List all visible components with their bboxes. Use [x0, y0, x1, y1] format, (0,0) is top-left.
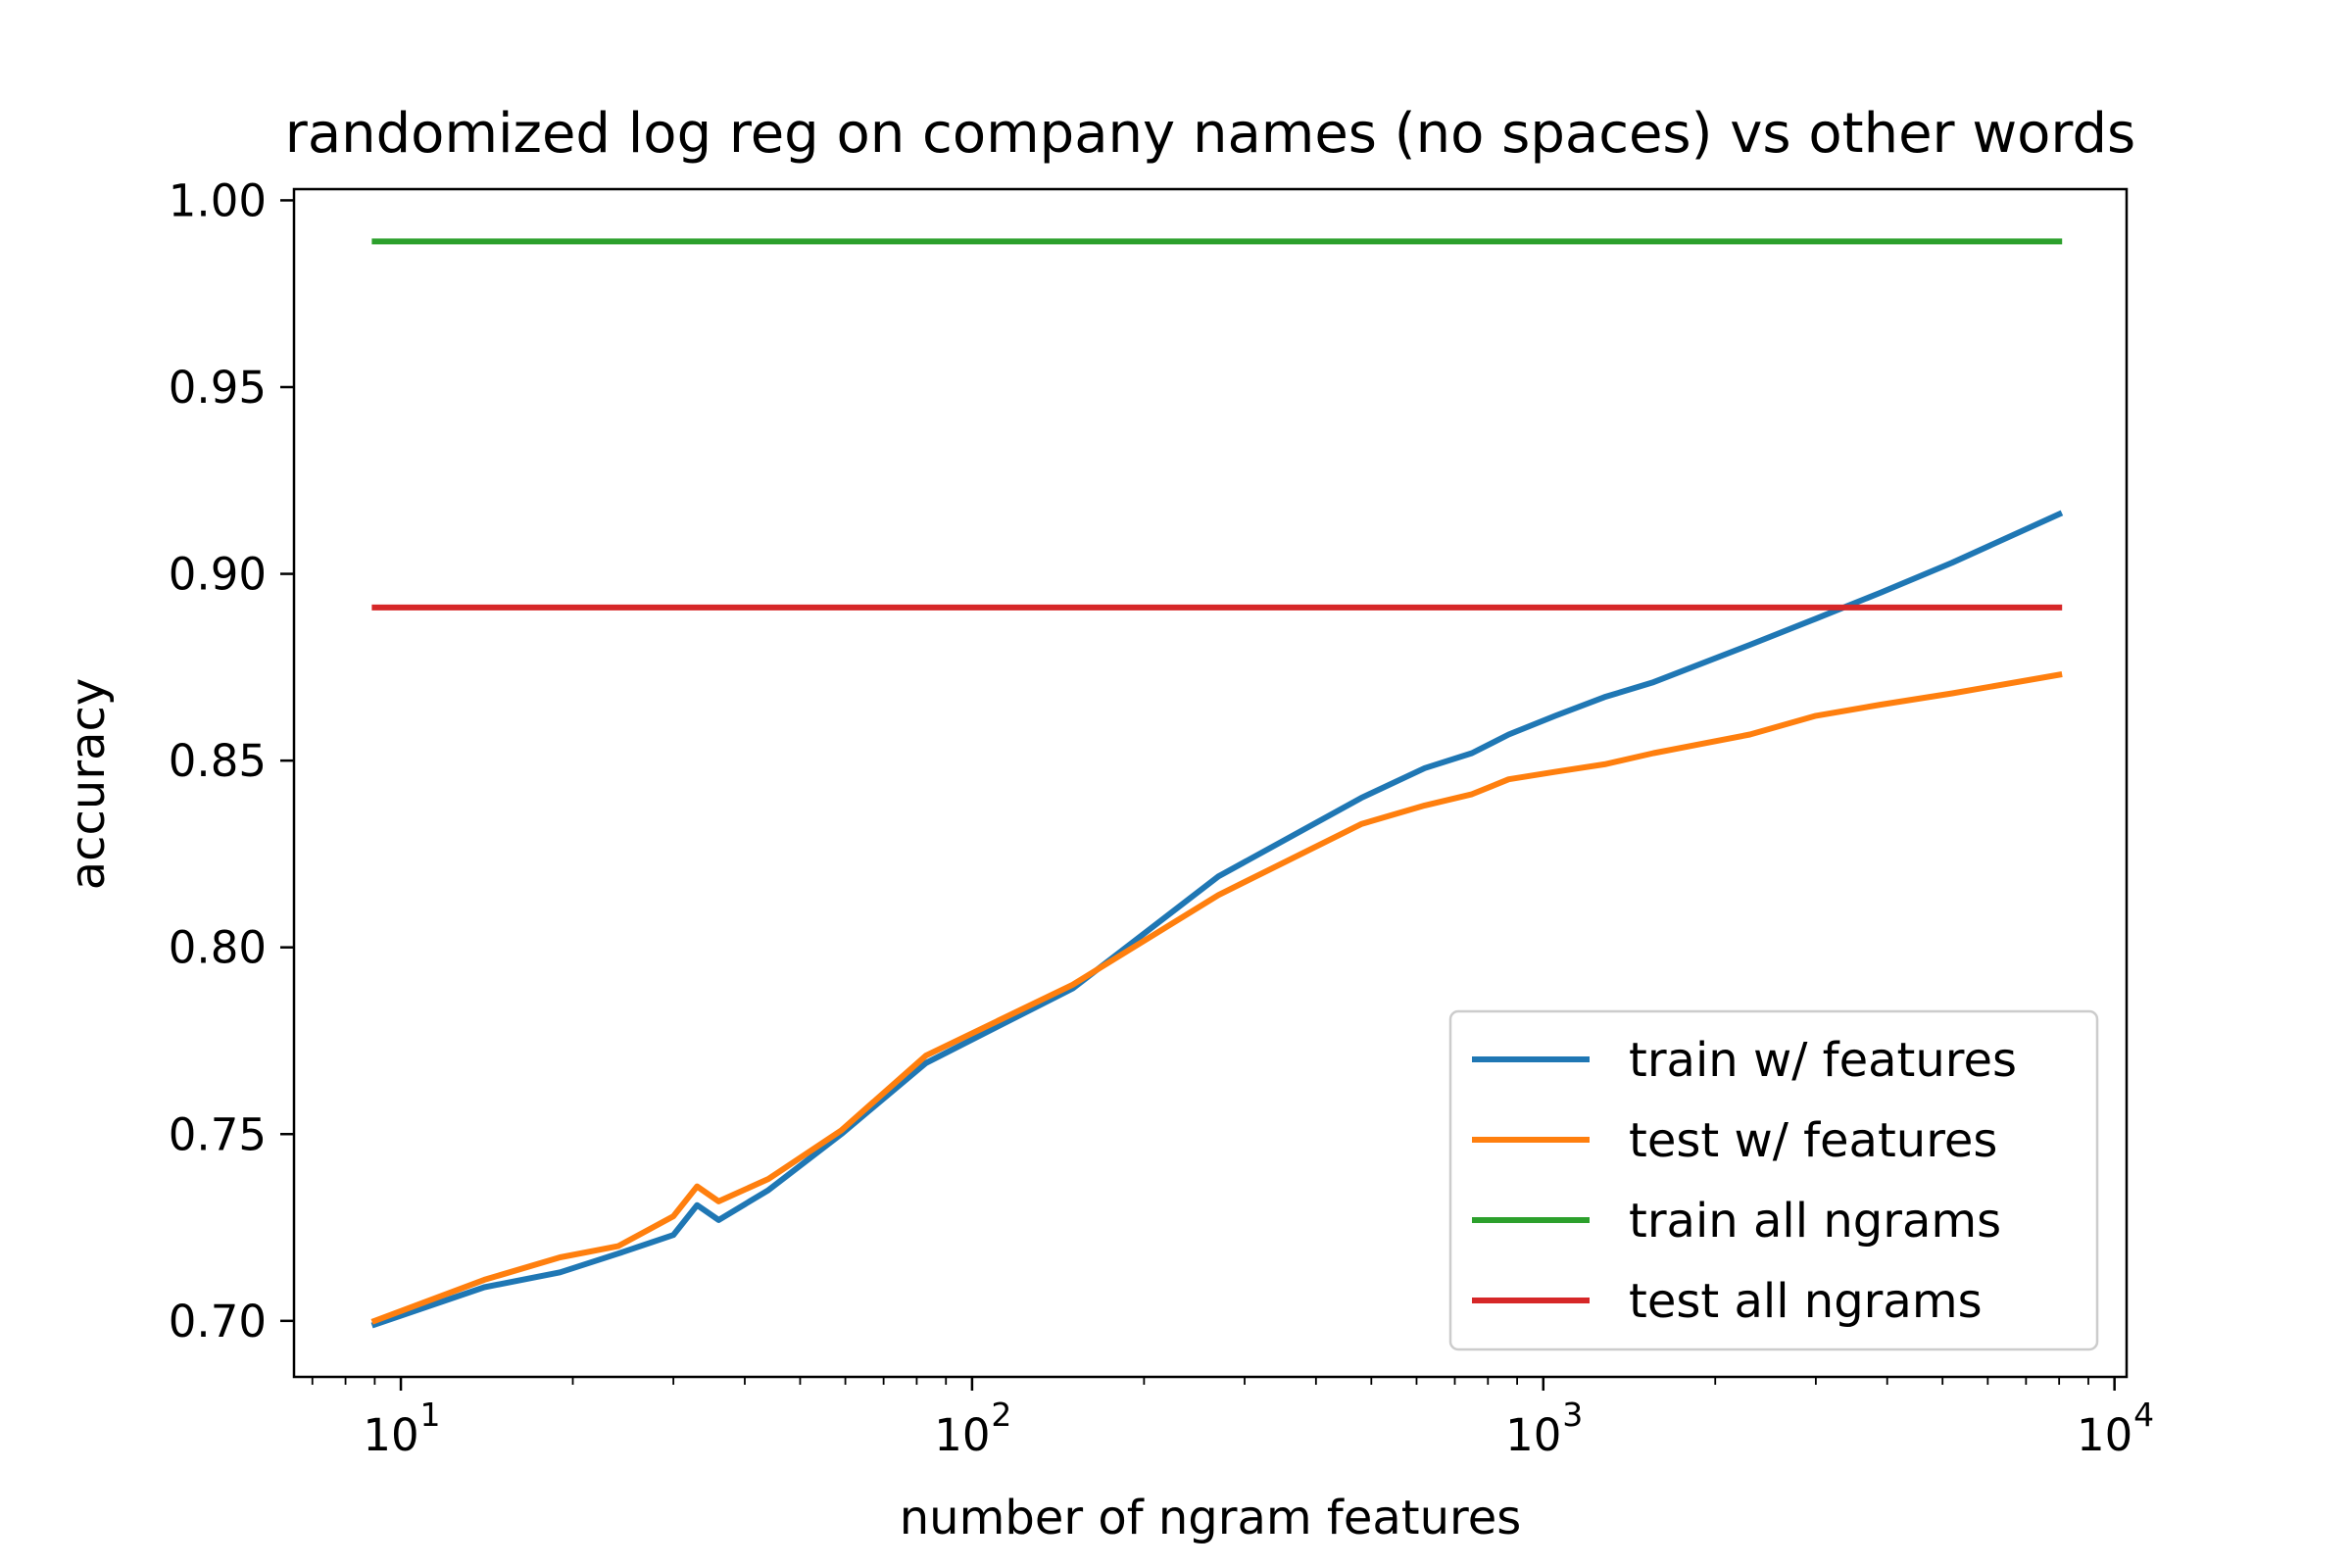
x-tick-label-4: 10 [2077, 1409, 2132, 1461]
y-tick-label-7: 1.00 [169, 174, 267, 226]
y-tick-label-1: 0.70 [169, 1296, 267, 1348]
series-line-1 [370, 510, 2064, 1329]
x-tick-label-3: 10 [1505, 1409, 1561, 1461]
x-tick-label-1: 10 [363, 1409, 418, 1461]
x-tick-exponent-4: 4 [2133, 1396, 2154, 1434]
legend-label-3: train all ngrams [1629, 1194, 2001, 1249]
plot-frame [292, 187, 2129, 1379]
legend-label-4: test all ngrams [1629, 1274, 1983, 1329]
y-tick-label-6: 0.95 [169, 362, 267, 414]
chart-title: randomized log reg on company names (no … [285, 102, 2135, 166]
x-axis: 10 1 10 2 10 3 10 4 [311, 1377, 2154, 1461]
plot-lines [370, 238, 2064, 1329]
x-tick-exponent-3: 3 [1562, 1396, 1583, 1434]
legend-label-1: train w/ features [1629, 1033, 2017, 1088]
legend: train w/ features test w/ features train a… [1448, 1009, 2099, 1351]
legend-label-2: test w/ features [1629, 1113, 1997, 1168]
x-tick-label-2: 10 [934, 1409, 990, 1461]
y-tick-label-5: 0.90 [169, 549, 267, 601]
x-axis-label: number of ngram features [900, 1491, 1521, 1545]
y-tick-label-3: 0.80 [169, 922, 267, 974]
y-tick-label-2: 0.75 [169, 1108, 267, 1160]
y-tick-label-4: 0.85 [169, 735, 267, 787]
legend-box [1448, 1009, 2099, 1351]
y-axis: 0.70 0.75 0.80 0.85 0.90 0.95 1.00 [169, 174, 294, 1348]
x-tick-exponent-1: 1 [420, 1396, 441, 1434]
x-tick-exponent-2: 2 [991, 1396, 1011, 1434]
series-line-2 [370, 671, 2063, 1325]
y-axis-label: accuracy [61, 678, 116, 891]
